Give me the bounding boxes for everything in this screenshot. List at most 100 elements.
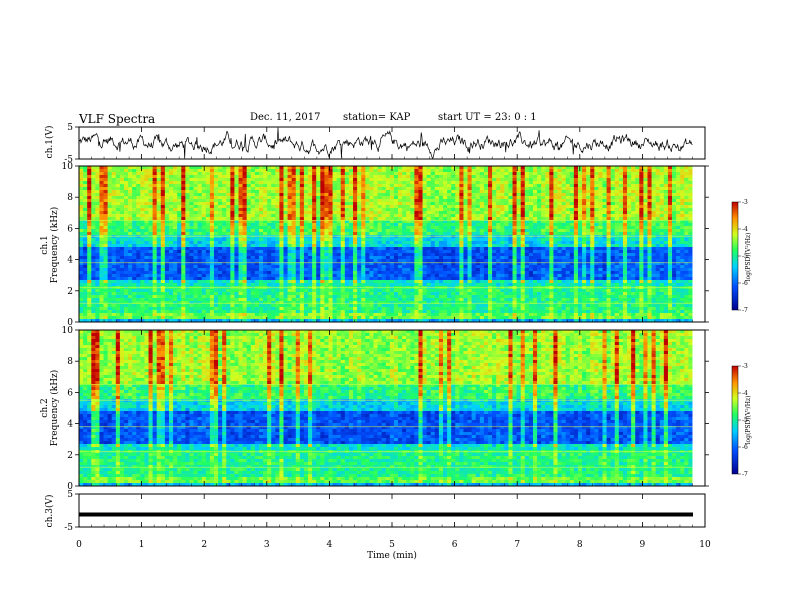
spectrogram-1-cell <box>667 238 673 242</box>
spectrogram-1-cell <box>393 250 399 254</box>
spectrogram-1-cell <box>324 211 329 215</box>
spectrogram-1-cell <box>168 250 174 254</box>
spectrogram-1-cell <box>631 244 636 248</box>
spectrogram-1-cell <box>136 175 141 179</box>
spectrogram-1-cell <box>148 262 154 266</box>
spectrogram-1-cell <box>230 229 235 233</box>
spectrogram-1-cell <box>91 226 96 230</box>
spectrogram-1-cell <box>226 193 231 197</box>
spectrogram-1-cell <box>479 223 485 227</box>
spectrogram-1-cell <box>385 217 391 221</box>
spectrogram-1-cell <box>426 256 432 260</box>
spectrogram-1-cell <box>430 256 436 260</box>
spectrogram-1-cell <box>185 193 190 197</box>
spectrogram-1-cell <box>438 262 444 266</box>
spectrogram-1-cell <box>213 208 219 212</box>
spectrogram-1-cell <box>128 244 133 248</box>
spectrogram-1-cell <box>79 262 84 266</box>
spectrogram-1-cell <box>663 196 669 200</box>
spectrogram-1-cell <box>426 190 432 194</box>
spectrogram-1-cell <box>430 259 436 263</box>
spectrogram-1-cell <box>328 262 333 266</box>
spectrogram-1-cell <box>643 211 648 215</box>
spectrogram-1-cell <box>283 238 288 242</box>
spectrogram-1-cell <box>381 190 387 194</box>
spectrogram-1-cell <box>303 187 309 191</box>
spectrogram-1-cell <box>663 262 669 266</box>
spectrogram-1-cell <box>508 232 513 236</box>
spectrogram-1-cell <box>197 253 203 257</box>
spectrogram-1-cell <box>688 247 693 251</box>
spectrogram-1-cell <box>586 226 591 230</box>
spectrogram-1-cell <box>479 196 485 200</box>
spectrogram-1-cell <box>377 262 383 266</box>
spectrogram-1-cell <box>520 229 526 233</box>
spectrogram-1-cell <box>434 199 440 203</box>
spectrogram-1-cell <box>606 223 612 227</box>
spectrogram-1-cell <box>209 238 215 242</box>
spectrogram-1-cell <box>402 250 407 254</box>
spectrogram-1-cell <box>144 262 149 266</box>
spectrogram-1-cell <box>639 235 644 239</box>
spectrogram-1-cell <box>447 166 452 170</box>
spectrogram-1-cell <box>275 241 280 245</box>
spectrogram-1-cell <box>185 205 190 209</box>
spectrogram-1-cell <box>602 208 607 212</box>
spectrogram-1-cell <box>532 250 538 254</box>
spectrogram-1-cell <box>361 220 366 224</box>
spectrogram-1-cell <box>586 169 591 173</box>
spectrogram-1-cell <box>218 253 223 257</box>
spectrogram-1-cell <box>631 229 636 233</box>
spectrogram-1-cell <box>111 181 117 185</box>
spectrogram-1-cell <box>140 223 145 227</box>
spectrogram-1-cell <box>667 214 673 218</box>
spectrogram-1-cell <box>631 226 636 230</box>
spectrogram-1-cell <box>185 232 190 236</box>
spectrogram-1-cell <box>336 181 342 185</box>
spectrogram-1-cell <box>136 199 141 203</box>
spectrogram-1-cell <box>357 211 362 215</box>
spectrogram-1-cell <box>590 223 595 227</box>
spectrogram-1-cell <box>598 241 603 245</box>
spectrogram-1-cell <box>598 184 603 188</box>
spectrogram-1-cell <box>299 178 305 182</box>
spectrogram-1-cell <box>132 241 137 245</box>
spectrogram-1-cell <box>377 226 383 230</box>
spectrogram-1-cell <box>508 178 513 182</box>
spectrogram-1-cell <box>258 235 264 239</box>
spectrogram-1-cell <box>357 190 362 194</box>
spectrogram-1-cell <box>369 208 374 212</box>
spectrogram-1-cell <box>152 259 158 263</box>
spectrogram-1-cell <box>271 166 276 170</box>
spectrogram-1-cell <box>213 247 219 251</box>
spectrogram-1-cell <box>218 265 223 269</box>
spectrogram-1-cell <box>115 208 121 212</box>
spectrogram-1-cell <box>410 244 415 248</box>
spectrogram-1-cell <box>250 250 256 254</box>
spectrogram-1-cell <box>336 253 342 257</box>
spectrogram-1-cell <box>332 232 338 236</box>
spectrogram-1-cell <box>226 211 231 215</box>
spectrogram-1-cell <box>537 199 542 203</box>
spectrogram-1-cell <box>132 217 137 221</box>
spectrogram-1-cell <box>287 259 293 263</box>
spectrogram-1-cell <box>569 241 575 245</box>
spectrogram-1-cell <box>582 259 587 263</box>
spectrogram-1-cell <box>79 241 84 245</box>
spectrogram-1-cell <box>676 232 681 236</box>
spectrogram-1-cell <box>83 247 88 251</box>
spectrogram-1-cell <box>275 202 280 206</box>
spectrogram-1-cell <box>222 169 227 173</box>
spectrogram-1-cell <box>287 247 293 251</box>
spectrogram-1-cell <box>275 208 280 212</box>
spectrogram-1-cell <box>676 208 681 212</box>
spectrogram-1-cell <box>128 190 133 194</box>
spectrogram-1-cell <box>193 184 199 188</box>
spectrogram-1-cell <box>496 205 501 209</box>
panel-0-ytick-label: -5 <box>64 155 73 165</box>
spectrogram-1-cell <box>332 181 338 185</box>
spectrogram-1-cell <box>504 247 509 251</box>
spectrogram-1-cell <box>267 175 272 179</box>
spectrogram-1-cell <box>483 220 489 224</box>
spectrogram-1-cell <box>140 196 145 200</box>
